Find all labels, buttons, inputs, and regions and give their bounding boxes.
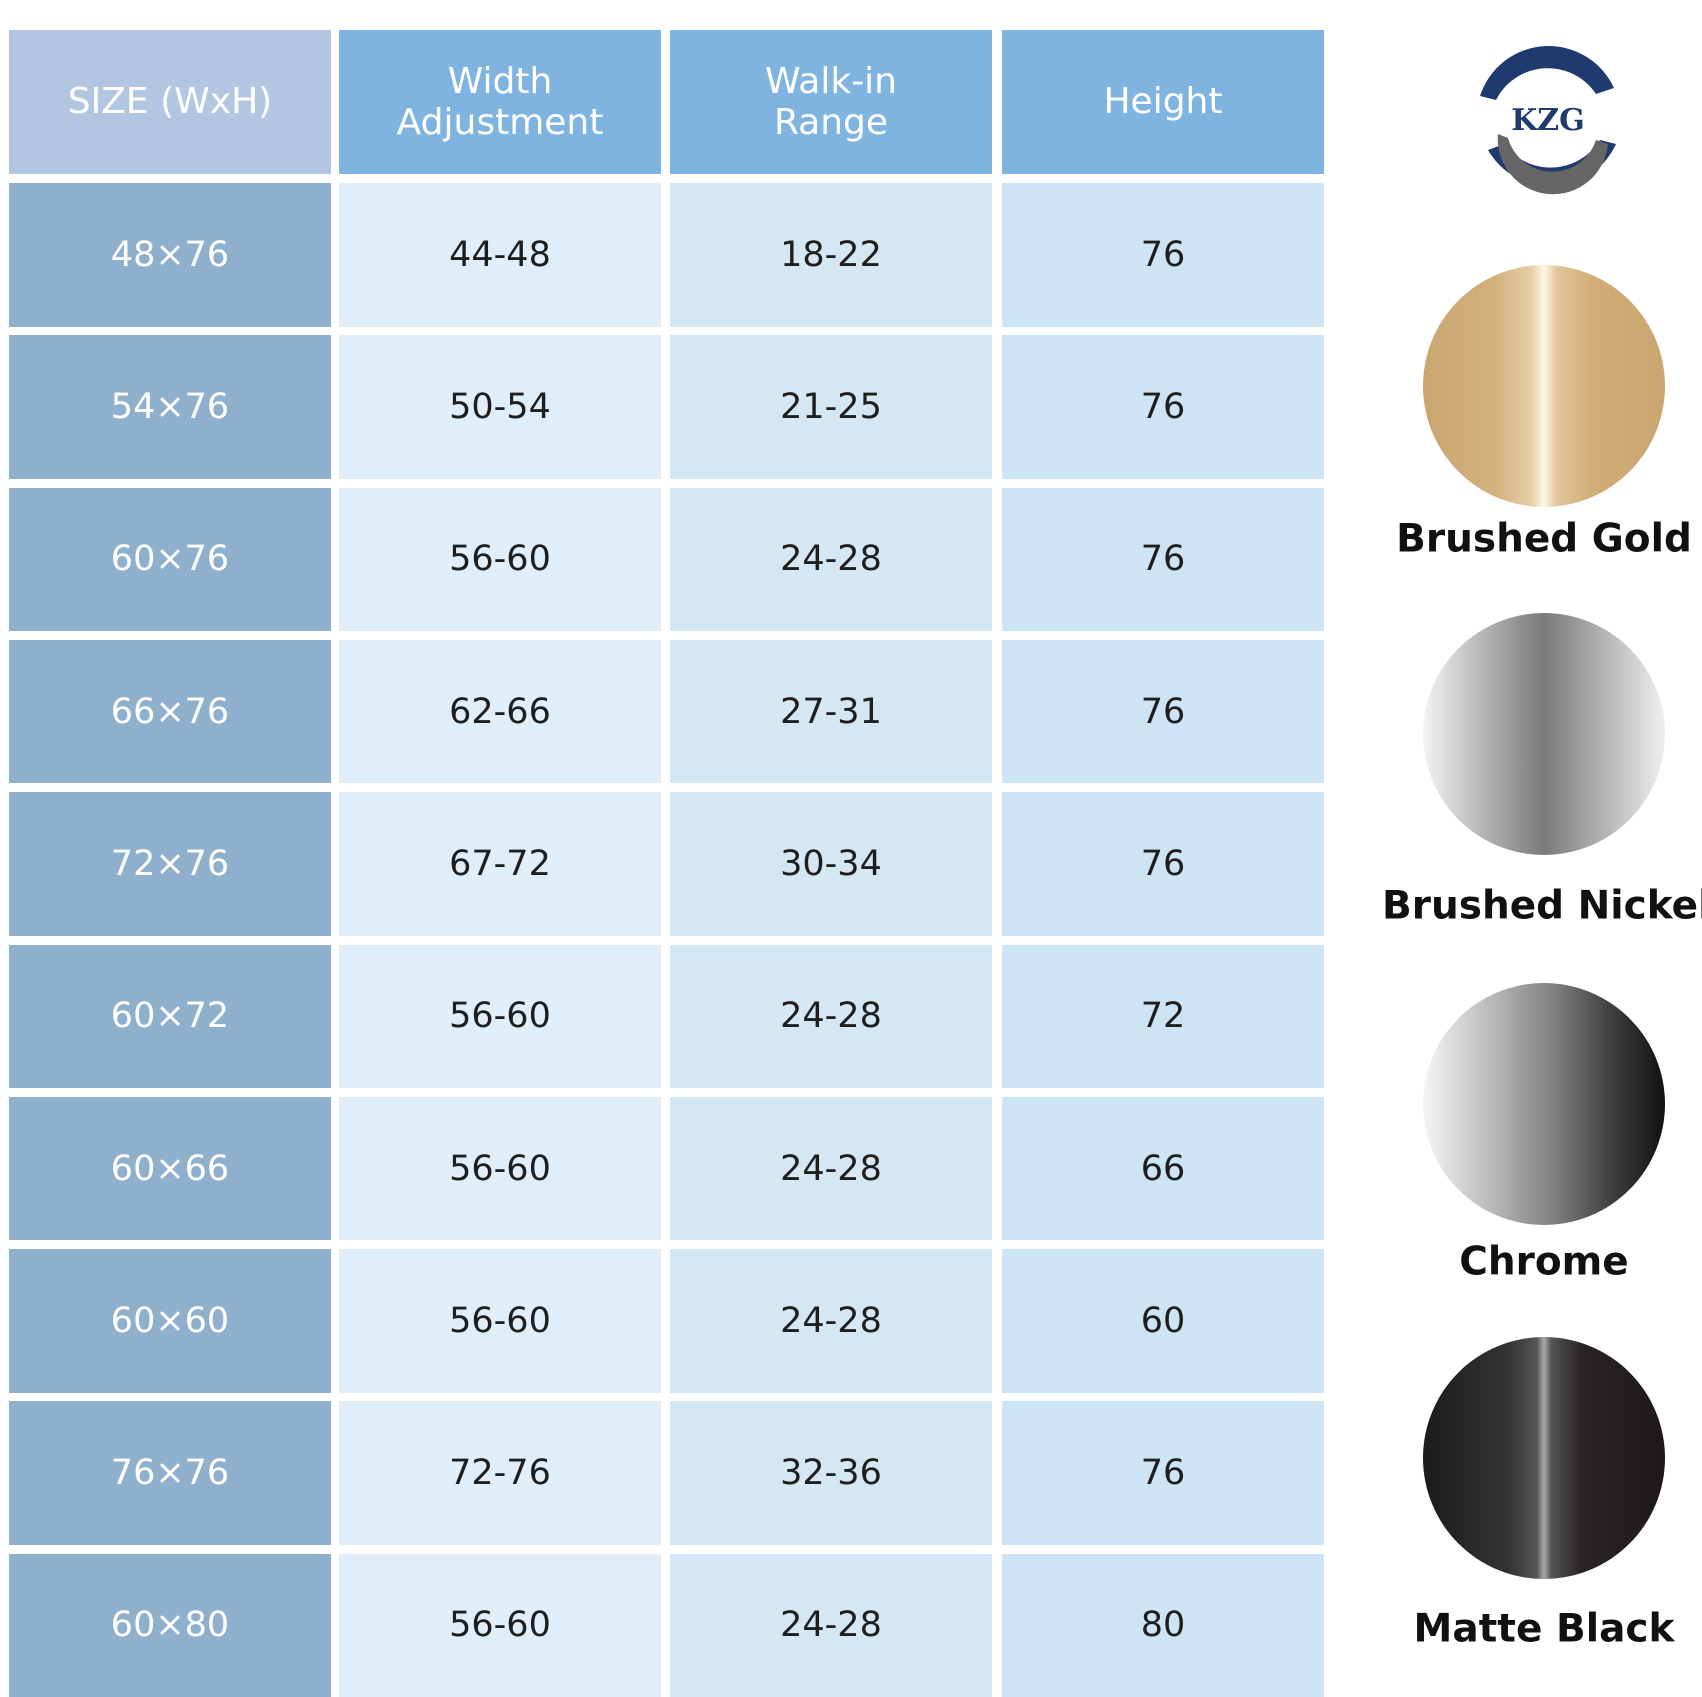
cell-text: 21-25 <box>780 387 882 428</box>
cell-text: Walk-in Range <box>764 60 897 143</box>
table-cell: 76 <box>1002 487 1324 632</box>
table-cell: 54×76 <box>9 335 331 479</box>
table-cell: 60 <box>1002 1249 1324 1393</box>
table-cell: 50-54 <box>339 335 661 479</box>
table-cell: 60×60 <box>9 1249 331 1393</box>
cell-text: 76 <box>1140 539 1186 580</box>
cell-text: 18-22 <box>780 234 882 275</box>
cell-text: Width Adjustment <box>396 60 604 143</box>
finish-label: Brushed Nickel <box>1382 883 1702 929</box>
cell-text: 76 <box>1140 691 1186 732</box>
table-cell: 76 <box>1002 335 1324 479</box>
cell-text: 72×76 <box>110 843 230 884</box>
swatch-chrome <box>1423 983 1665 1225</box>
table-cell: 18-22 <box>670 183 992 327</box>
table-cell: 76 <box>1002 792 1324 936</box>
logo-text: KZG <box>1511 103 1585 138</box>
cell-text: 30-34 <box>780 843 882 884</box>
table-cell: 60×76 <box>9 487 331 632</box>
table-cell: 24-28 <box>670 1249 992 1393</box>
cell-text: 56-60 <box>449 1148 551 1189</box>
table-cell: 80 <box>1002 1553 1324 1697</box>
table-cell: 76 <box>1002 183 1324 327</box>
cell-text: SIZE (WxH) <box>67 81 273 123</box>
cell-text: 50-54 <box>449 387 551 428</box>
cell-text: Height <box>1103 81 1223 123</box>
table-cell: 24-28 <box>670 487 992 632</box>
table-cell: 56-60 <box>339 1553 661 1697</box>
table-cell: 24-28 <box>670 1553 992 1697</box>
cell-text: 54×76 <box>110 387 230 428</box>
cell-text: 76 <box>1140 387 1186 428</box>
table-cell: 60×80 <box>9 1553 331 1697</box>
finish-label: Chrome <box>1459 1239 1629 1285</box>
cell-text: 76 <box>1140 234 1186 275</box>
table-cell: 56-60 <box>339 944 661 1088</box>
table-cell: 56-60 <box>339 487 661 632</box>
table-cell: 76 <box>1002 639 1324 784</box>
cell-text: 60×60 <box>110 1300 230 1341</box>
cell-text: 24-28 <box>780 996 882 1037</box>
table-cell: 32-36 <box>670 1401 992 1545</box>
cell-text: 24-28 <box>780 539 882 580</box>
cell-text: 56-60 <box>449 1605 551 1646</box>
table-cell: 76 <box>1002 1401 1324 1545</box>
cell-text: 32-36 <box>780 1453 882 1494</box>
table-cell: 67-72 <box>339 792 661 936</box>
header-cell: Height <box>1002 30 1324 174</box>
cell-text: 67-72 <box>449 843 551 884</box>
cell-text: 56-60 <box>449 539 551 580</box>
table-cell: 72 <box>1002 944 1324 1088</box>
table-cell: 56-60 <box>339 1249 661 1393</box>
swatch-gold <box>1423 265 1665 507</box>
cell-text: 60×76 <box>110 539 230 580</box>
cell-text: 76 <box>1140 843 1186 884</box>
swatch-black <box>1423 1337 1665 1579</box>
cell-text: 56-60 <box>449 996 551 1037</box>
table-cell: 62-66 <box>339 639 661 784</box>
table-cell: 72-76 <box>339 1401 661 1545</box>
cell-text: 24-28 <box>780 1148 882 1189</box>
table-cell: 24-28 <box>670 944 992 1088</box>
cell-text: 60×72 <box>110 996 230 1037</box>
cell-text: 76 <box>1140 1453 1186 1494</box>
cell-text: 48×76 <box>110 234 230 275</box>
table-cell: 66×76 <box>9 639 331 784</box>
cell-text: 60×80 <box>110 1605 230 1646</box>
header-cell: Walk-in Range <box>670 30 992 174</box>
cell-text: 44-48 <box>449 234 551 275</box>
table-cell: 60×72 <box>9 944 331 1088</box>
cell-text: 60×66 <box>110 1148 230 1189</box>
table-cell: 76×76 <box>9 1401 331 1545</box>
table-cell: 24-28 <box>670 1096 992 1241</box>
cell-text: 27-31 <box>780 691 882 732</box>
table-cell: 44-48 <box>339 183 661 327</box>
header-cell: SIZE (WxH) <box>9 30 331 174</box>
table-cell: 56-60 <box>339 1096 661 1241</box>
cell-text: 62-66 <box>449 691 551 732</box>
cell-text: 66 <box>1140 1148 1186 1189</box>
finish-label: Matte Black <box>1413 1606 1675 1652</box>
table-cell: 72×76 <box>9 792 331 936</box>
cell-text: 24-28 <box>780 1300 882 1341</box>
cell-text: 66×76 <box>110 691 230 732</box>
cell-text: 60 <box>1140 1300 1186 1341</box>
table-cell: 21-25 <box>670 335 992 479</box>
cell-text: 80 <box>1140 1605 1186 1646</box>
cell-text: 72 <box>1140 996 1186 1037</box>
header-cell: Width Adjustment <box>339 30 661 174</box>
swatch-nickel <box>1423 613 1665 855</box>
table-cell: 30-34 <box>670 792 992 936</box>
cell-text: 76×76 <box>110 1453 230 1494</box>
cell-text: 72-76 <box>449 1453 551 1494</box>
logo: KZG <box>1480 46 1616 195</box>
finish-label: Brushed Gold <box>1396 516 1692 562</box>
table-cell: 27-31 <box>670 639 992 784</box>
cell-text: 56-60 <box>449 1300 551 1341</box>
table-cell: 48×76 <box>9 183 331 327</box>
table-cell: 66 <box>1002 1096 1324 1241</box>
cell-text: 24-28 <box>780 1605 882 1646</box>
table-cell: 60×66 <box>9 1096 331 1241</box>
